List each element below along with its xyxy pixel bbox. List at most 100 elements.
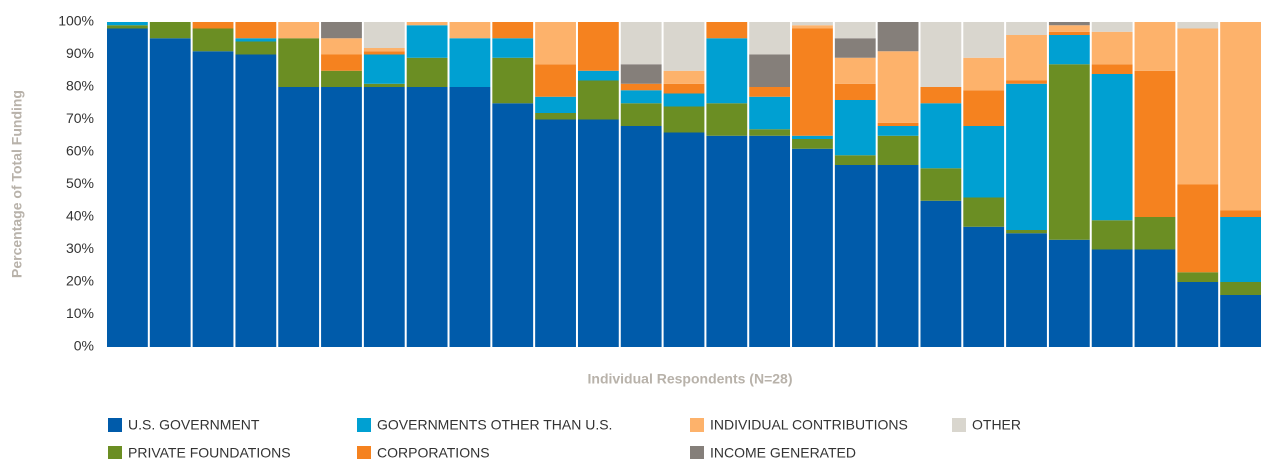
bar-segment [363, 87, 405, 347]
bar-segment [920, 87, 962, 104]
bar-segment [321, 54, 362, 71]
bar-segment [406, 87, 448, 347]
bar-segment [706, 38, 748, 104]
bar-segment [792, 148, 833, 347]
bar-segment [235, 41, 277, 55]
bar-segment [963, 197, 1005, 227]
y-tick-label: 50% [66, 175, 94, 191]
legend-label: OTHER [972, 417, 1021, 433]
bar-segment [1006, 22, 1047, 35]
bar-segment [1048, 35, 1090, 65]
bar-segment [1177, 282, 1219, 347]
bar-segment [406, 25, 448, 58]
bar-segment [1006, 83, 1047, 230]
bar-segment [1048, 31, 1090, 35]
bar-segment [1220, 295, 1261, 347]
bar-segment [149, 22, 191, 39]
bar-segment [278, 87, 320, 347]
y-tick-label: 20% [66, 273, 94, 289]
bar-segment [492, 57, 534, 104]
bar-segment [1048, 22, 1090, 26]
bar-segment [663, 106, 705, 133]
bar-segment [663, 70, 705, 84]
y-tick-label: 40% [66, 208, 94, 224]
y-tick-label: 10% [66, 305, 94, 321]
legend-swatch [952, 418, 966, 432]
bar-segment [535, 64, 576, 97]
bar-segment [577, 80, 619, 120]
bar-segment [1177, 28, 1219, 185]
bar-segment [1091, 64, 1133, 74]
bar-segment [834, 100, 876, 156]
bar-segment [963, 90, 1005, 126]
bar-segment [1006, 35, 1047, 81]
bar-segment [834, 22, 876, 39]
bar-segment [877, 122, 919, 126]
bar-segment [492, 103, 534, 347]
legend-label: INDIVIDUAL CONTRIBUTIONS [710, 417, 908, 433]
bar-segment [834, 38, 876, 58]
bar-segment [107, 25, 148, 29]
bar-segment [1091, 74, 1133, 221]
bar-segment [192, 22, 234, 29]
bar-segment [1091, 22, 1133, 32]
bar-segment [792, 139, 833, 149]
bar-segment [749, 22, 791, 55]
legend-label: CORPORATIONS [377, 445, 490, 459]
bar-segment [192, 28, 234, 52]
bar-segment [1177, 272, 1219, 282]
bar-segment [834, 83, 876, 100]
bar-segment [321, 38, 362, 55]
bar-segment [449, 22, 491, 39]
bar-segment [449, 38, 491, 87]
bar-segment [749, 135, 791, 347]
bar-segment [1006, 230, 1047, 234]
bar-segment [406, 57, 448, 87]
legend-swatch [108, 446, 122, 459]
bar-segment [235, 22, 277, 39]
bar-segment [192, 51, 234, 347]
bar-segment [620, 103, 662, 126]
bar-segment [1091, 31, 1133, 65]
y-tick-label: 0% [74, 338, 94, 354]
legend-label: PRIVATE FOUNDATIONS [128, 445, 291, 459]
bar-segment [920, 103, 962, 169]
bar-segment [1048, 25, 1090, 32]
bar-segment [663, 22, 705, 71]
bar-segment [792, 135, 833, 139]
y-tick-label: 60% [66, 143, 94, 159]
y-tick-label: 100% [58, 13, 94, 29]
bar-segment [1048, 239, 1090, 347]
bar-segment [492, 38, 534, 58]
bar-segment [1220, 210, 1261, 217]
bar-segment [877, 165, 919, 347]
bar-segment [107, 22, 148, 26]
bar-segment [535, 96, 576, 113]
bar-segment [449, 87, 491, 347]
x-axis-title: Individual Respondents (N=28) [588, 371, 793, 387]
bar-segment [149, 38, 191, 347]
bar-segment [792, 28, 833, 136]
bar-segment [792, 22, 833, 26]
bar-segment [363, 54, 405, 84]
bar-segment [278, 22, 320, 39]
bar-segment [749, 129, 791, 136]
bar-segment [1134, 22, 1176, 71]
y-axis-title: Percentage of Total Funding [9, 90, 25, 278]
bar-segment [235, 54, 277, 347]
bar-segment [1134, 217, 1176, 250]
bar-segment [620, 90, 662, 104]
bar-segment [235, 38, 277, 42]
bar-segment [663, 83, 705, 94]
y-tick-label: 30% [66, 240, 94, 256]
bar-segment [663, 132, 705, 347]
bar-segment [920, 200, 962, 347]
bar-segment [620, 22, 662, 65]
bar-segment [620, 126, 662, 347]
bar-segment [1091, 220, 1133, 250]
bar-segment [749, 54, 791, 87]
bar-segment [1006, 80, 1047, 84]
bar-segment [535, 22, 576, 65]
bar-segment [1177, 184, 1219, 273]
bar-segment [834, 165, 876, 347]
